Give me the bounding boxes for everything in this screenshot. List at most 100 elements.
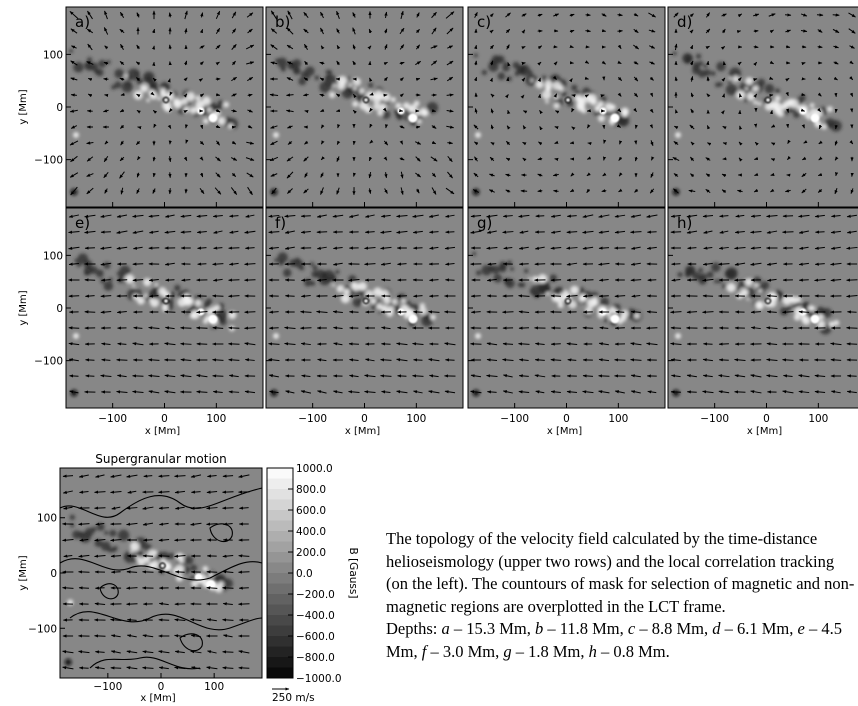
velocity-arrow (836, 109, 837, 112)
colorbar-tick-label: 0.0 (296, 568, 313, 580)
y-tick-label: 100 (43, 250, 63, 262)
velocity-arrow (111, 556, 121, 557)
x-axis-label: x [Mm] (345, 426, 380, 437)
velocity-arrow (771, 159, 773, 160)
velocity-arrow (414, 360, 423, 361)
caption-depths: Depths: a – 15.3 Mm, b – 11.8 Mm, c – 8.… (386, 618, 856, 663)
colorbar-segment (267, 657, 293, 668)
velocity-arrow (508, 77, 509, 80)
velocity-arrow (471, 344, 482, 345)
velocity-arrow (631, 280, 641, 281)
y-tick-label: 100 (43, 49, 63, 61)
velocity-arrow (429, 312, 440, 313)
velocity-arrow (735, 280, 746, 281)
panel-d: d) (668, 7, 858, 207)
velocity-arrow (735, 392, 746, 393)
velocity-arrow (365, 232, 374, 233)
velocity-arrow (95, 588, 104, 589)
velocity-arrow (175, 540, 186, 541)
colorbar-segment (267, 531, 293, 542)
velocity-arrow (213, 376, 224, 377)
colorbar: 1000.0 800.0 600.0 400.0 200.0 0.0 −200.0 −400.… (267, 463, 359, 704)
velocity-arrow (85, 312, 95, 313)
velocity-arrow (783, 360, 794, 361)
velocity-arrow (587, 95, 588, 96)
velocity-arrow (191, 492, 200, 493)
velocity-arrow (305, 111, 308, 112)
colorbar-segment (267, 479, 293, 490)
panel-h: h)−100 0 100x [Mm] (668, 208, 858, 437)
x-tick-label: 100 (608, 413, 628, 425)
x-axis-label: x [Mm] (747, 426, 782, 437)
x-tick-label: −100 (93, 681, 122, 693)
x-axis-label: x [Mm] (547, 426, 582, 437)
velocity-arrow (223, 652, 234, 653)
velocity-arrow (95, 492, 106, 493)
colorbar-tick-label: −800.0 (296, 652, 335, 664)
colorbar-segment (267, 636, 293, 647)
velocity-arrow (445, 312, 456, 313)
velocity-arrow (572, 127, 573, 128)
velocity-arrow (508, 94, 509, 95)
velocity-arrow (150, 296, 159, 297)
x-tick-label: 100 (206, 413, 226, 425)
velocity-arrow (707, 143, 708, 144)
colorbar-tick-label: −200.0 (296, 589, 335, 601)
velocity-arrow (847, 344, 857, 345)
colorbar-segment (267, 552, 293, 563)
colorbar-segment (267, 500, 293, 511)
velocity-arrow (755, 79, 757, 80)
colorbar-segment (267, 605, 293, 616)
velocity-arrow (724, 111, 725, 112)
velocity-arrow (487, 392, 496, 393)
x-axis-label: x [Mm] (145, 426, 180, 437)
velocity-arrow (676, 77, 677, 81)
y-axis-label: y [Mm] (18, 290, 29, 325)
velocity-arrow (615, 328, 625, 329)
velocity-arrow (223, 492, 234, 493)
colorbar-segment (267, 489, 293, 500)
x-tick-label: 100 (204, 681, 224, 693)
velocity-arrow (370, 143, 371, 144)
y-tick-label: −100 (34, 356, 63, 368)
velocity-arrow (229, 360, 240, 361)
colorbar-tick-label: −1000.0 (296, 673, 342, 685)
velocity-arrow (201, 79, 202, 80)
x-tick-label: 100 (808, 413, 828, 425)
velocity-arrow (671, 312, 682, 313)
velocity-arrow (159, 476, 170, 477)
panel-b: b) (266, 7, 463, 207)
velocity-arrow (492, 78, 493, 80)
y-tick-label: 100 (37, 513, 57, 525)
y-tick-label: 0 (50, 568, 57, 580)
velocity-arrow (647, 232, 656, 233)
velocity-arrow (285, 296, 294, 297)
velocity-arrow (105, 95, 108, 96)
velocity-arrow (540, 126, 541, 127)
velocity-arrow (836, 125, 837, 129)
velocity-arrow (751, 312, 761, 313)
colorbar-segment (267, 615, 293, 626)
depth-letter: b (535, 619, 543, 638)
depth-letter: a (441, 619, 449, 638)
velocity-arrow (719, 360, 729, 361)
colorbar-tick-label: −400.0 (296, 610, 335, 622)
velocity-arrow (799, 280, 809, 281)
velocity-arrow (198, 264, 207, 265)
colorbar-segment (267, 573, 293, 584)
velocity-arrow (429, 280, 438, 281)
panel-c: c) (468, 7, 665, 207)
velocity-arrow (538, 191, 543, 192)
velocity-arrow (723, 143, 725, 144)
x-tick-label: 0 (763, 413, 770, 425)
velocity-arrow (159, 492, 170, 493)
velocity-arrow (788, 94, 789, 96)
depth-value: – 11.8 Mm, (543, 619, 628, 638)
panel-a: a)1000−100y [Mm] (18, 7, 263, 207)
depth-value: – 0.8 Mm. (597, 642, 670, 661)
velocity-arrow (104, 79, 109, 80)
velocity-arrow (354, 141, 355, 144)
velocity-arrow (703, 312, 714, 313)
x-tick-label: −100 (700, 413, 729, 425)
velocity-arrow (79, 668, 88, 669)
